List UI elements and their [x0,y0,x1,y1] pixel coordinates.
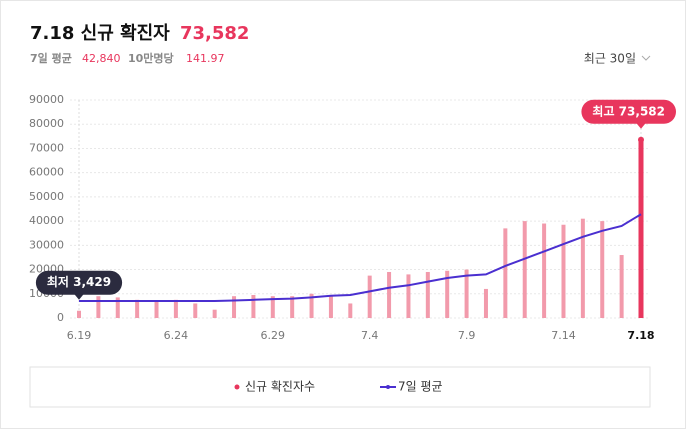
title-value: 73,582 [180,23,249,44]
x-tick-label: 7.18 [627,329,654,342]
x-tick-label: 6.24 [164,329,189,342]
bar [173,299,178,318]
y-tick-label: 40000 [29,214,64,227]
max-annotation-pointer [636,122,646,129]
bar [309,293,314,318]
bar [328,294,333,318]
x-tick-label: 7.4 [361,329,379,342]
bar [135,299,140,318]
y-tick-label: 60000 [29,166,64,179]
bar [425,271,430,318]
x-tick-label: 6.19 [67,329,92,342]
per-label: 10만명당 [128,51,174,65]
bar [483,288,488,318]
bar [406,274,411,318]
bar [77,310,81,318]
legend-marker [234,384,240,390]
x-tick-label: 6.29 [261,329,286,342]
bar [503,228,508,318]
bar [445,270,450,318]
bar [96,296,101,318]
y-tick-label: 30000 [29,238,64,251]
dropdown-icon[interactable] [641,55,651,61]
bar [193,303,198,318]
max-annotation: 최고 73,582 [592,103,665,118]
bar [232,296,237,318]
y-tick-label: 90000 [29,93,64,106]
avg-line [79,213,642,303]
legend-marker [386,385,390,389]
period-select[interactable]: 최근 30일 [584,52,636,66]
min-annotation-bg [35,270,123,295]
x-tick-label: 7.14 [551,329,576,342]
min-annotation: 최저 3,429 [47,274,111,289]
bar [542,223,547,318]
bar [561,224,566,318]
y-tick-label: 50000 [29,190,64,203]
y-tick-label: 0 [57,311,64,324]
bar [115,297,120,318]
per-value: 141.97 [186,52,225,65]
min-annotation-pointer [74,293,84,300]
legend-label: 신규 확진자수 [245,380,315,394]
max-dot [638,136,644,143]
bar [251,294,256,318]
avg-value: 42,840 [82,52,121,65]
bar [580,218,585,318]
bar [387,271,392,318]
bar [522,221,527,318]
bar [638,139,644,318]
x-tick-label: 7.9 [458,329,476,342]
title: 7.18 신규 확진자 [30,23,170,44]
bar [212,309,217,318]
y-tick-label: 70000 [29,141,64,154]
bar [348,303,353,318]
bar [464,269,469,318]
bar [619,255,624,318]
bar [154,301,159,318]
max-annotation-bg [581,99,676,124]
bar [290,296,295,318]
avg-label: 7일 평균 [30,51,72,65]
legend-box [29,366,651,408]
bar [600,221,605,318]
legend-label: 7일 평균 [398,380,443,394]
y-tick-label: 80000 [29,117,64,130]
bar [270,296,275,318]
bar [367,275,372,318]
